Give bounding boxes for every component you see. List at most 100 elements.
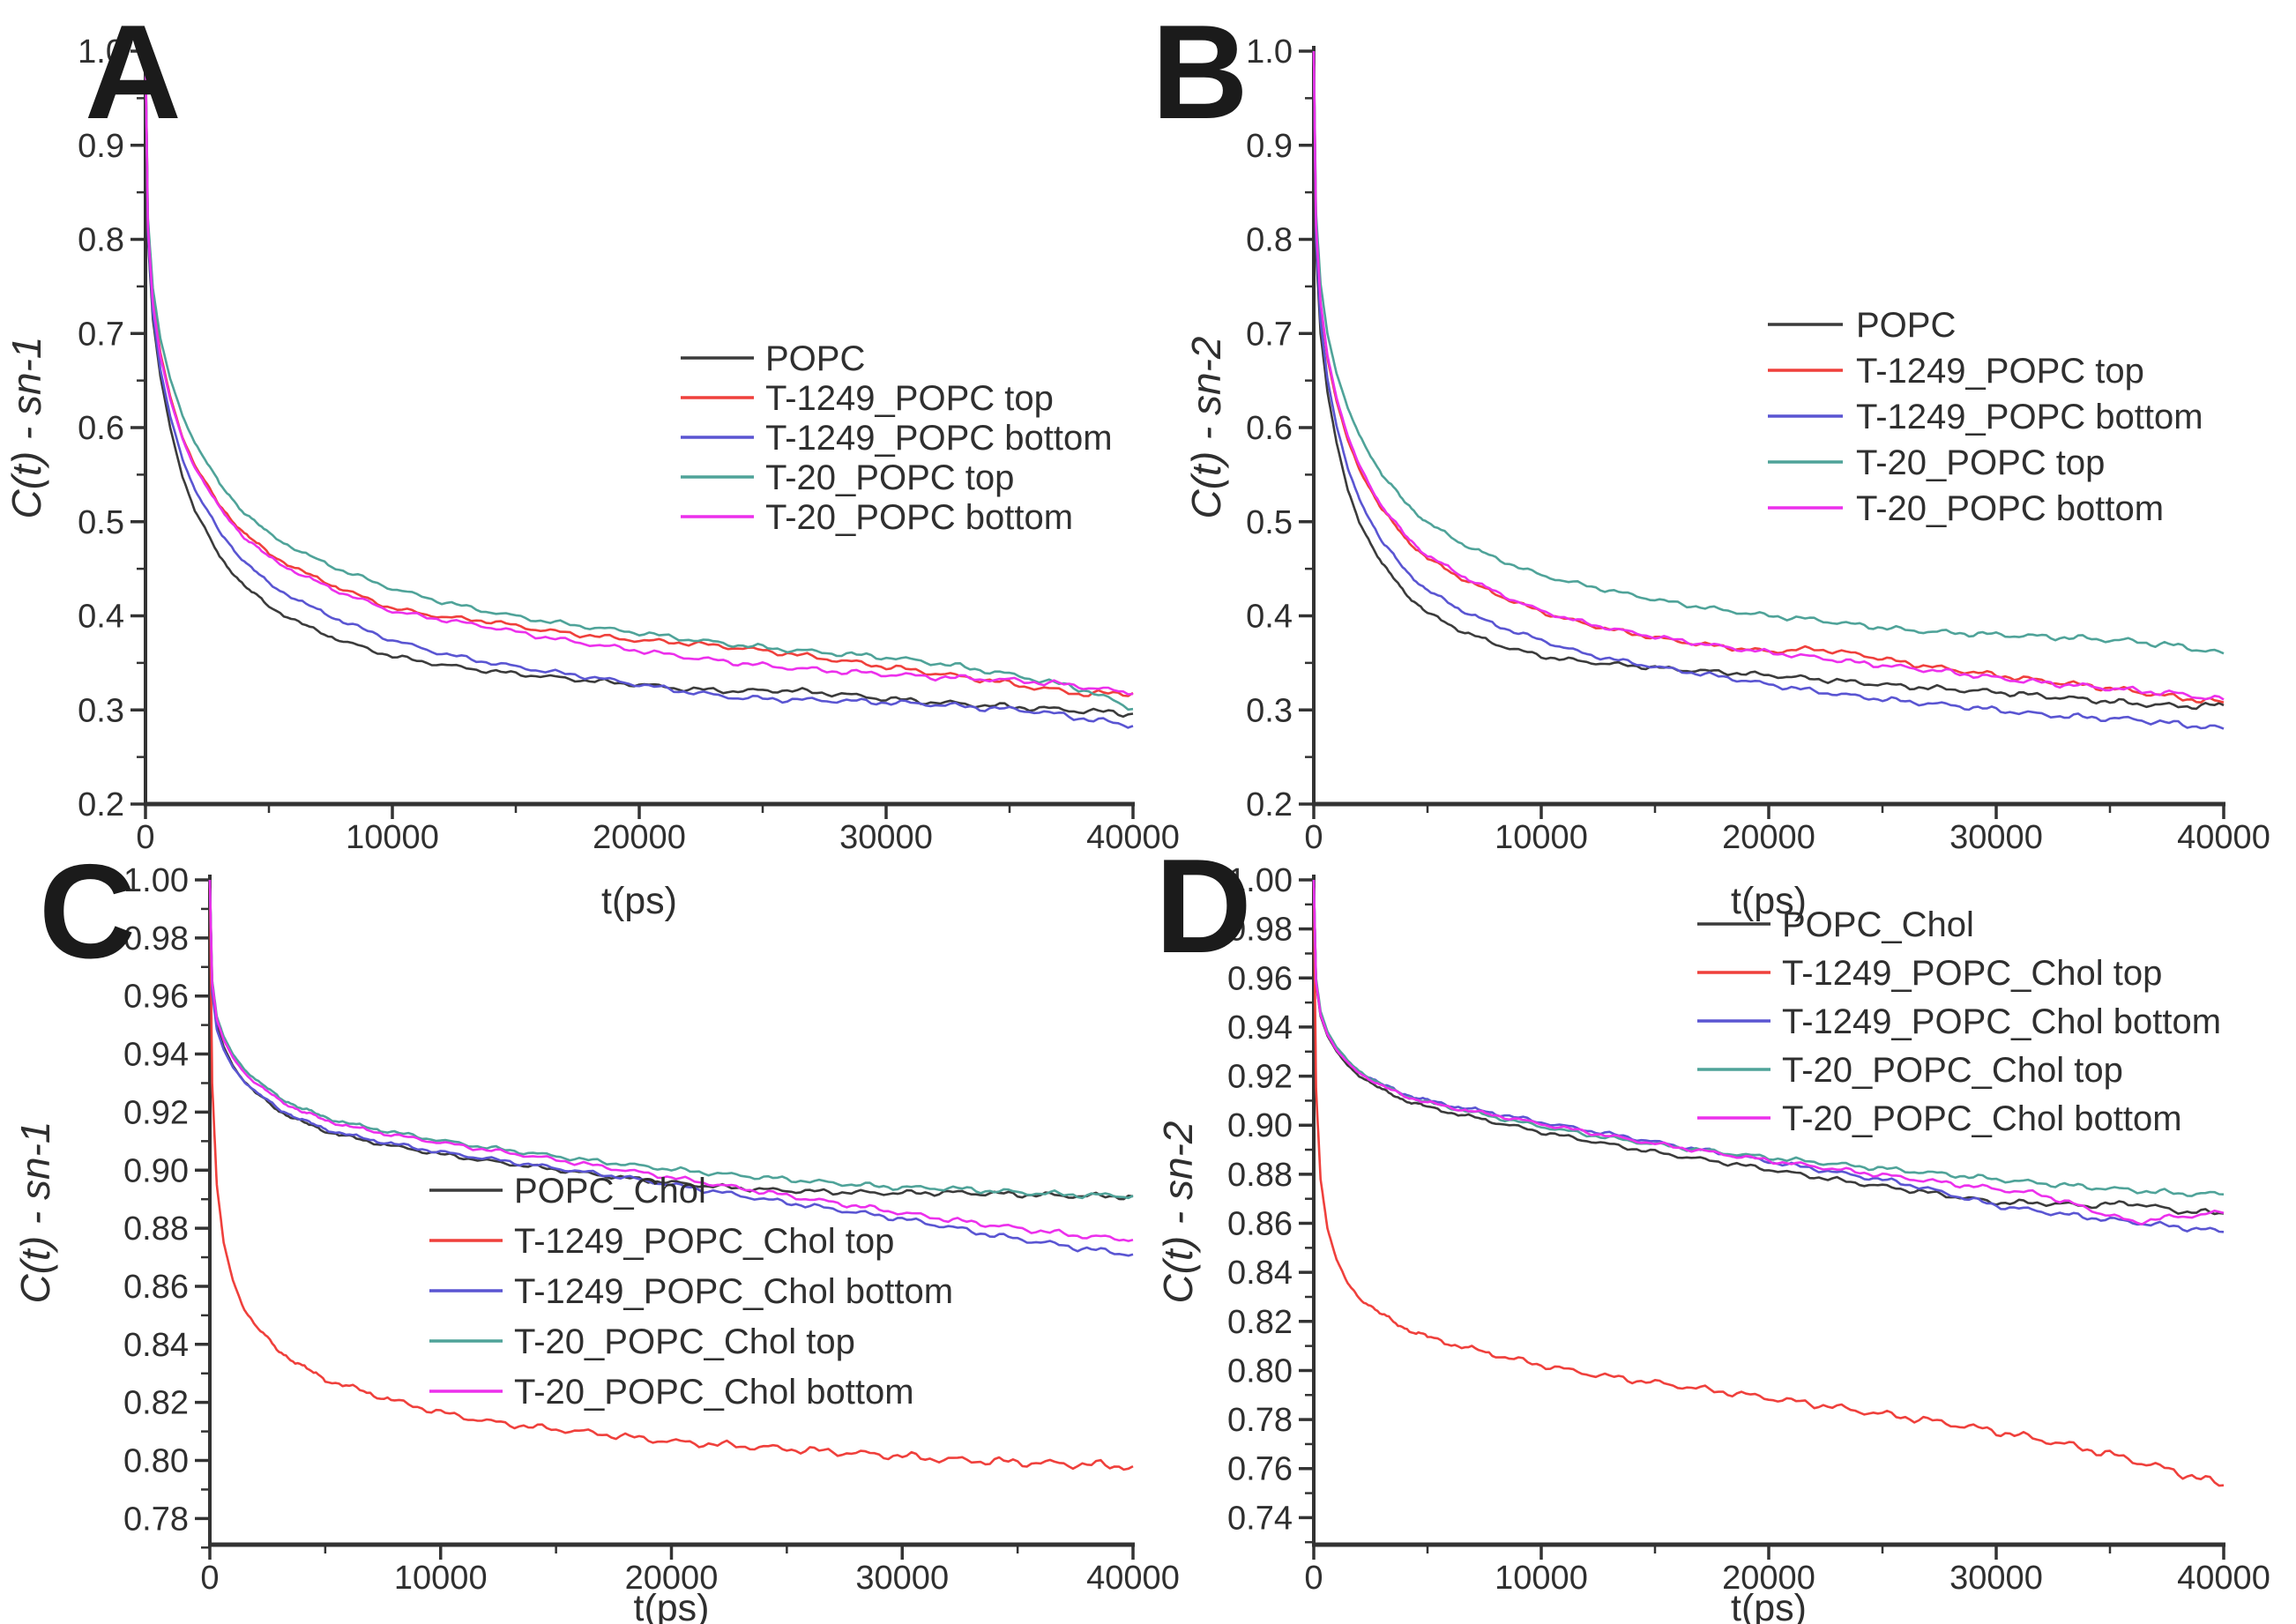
x-tick-label: 0 [1304, 1560, 1323, 1597]
series-t-1249-popc-bottom [1312, 50, 2225, 730]
legend-label-t-1249-popc-chol-top: T-1249_POPC_Chol top [514, 1222, 894, 1261]
y-tick-label: 0.3 [1246, 692, 1293, 729]
y-tick-label: 0.88 [123, 1211, 189, 1248]
y-tick-label: 0.6 [1246, 410, 1293, 447]
legend-label-t-1249-popc-bottom: T-1249_POPC bottom [1856, 398, 2203, 436]
legend-label-t-20-popc-bottom: T-20_POPC bottom [765, 498, 1073, 537]
y-tick-label: 0.2 [78, 786, 124, 823]
legend-d: POPC_Chol T-1249_POPC_Chol top T-1249_POPC… [1697, 905, 2221, 1138]
x-tick-label: 10000 [346, 819, 439, 856]
series-t-1249-popc-bottom [144, 50, 1134, 729]
legend-label-t-20-popc-chol-bottom: T-20_POPC_Chol bottom [1782, 1099, 2182, 1138]
x-tick-label: 20000 [625, 1560, 719, 1597]
series-t-1249-popc-chol-top [1312, 879, 2225, 1487]
y-tick-label: 0.82 [1227, 1304, 1293, 1341]
y-tick-label: 0.96 [1227, 960, 1293, 997]
series-t-20-popc-bottom [144, 50, 1134, 696]
x-tick-label: 30000 [855, 1560, 949, 1597]
panel-label-b: B [1152, 0, 1249, 147]
y-tick-label: 0.86 [123, 1269, 189, 1306]
series-t-20-popc-chol-top [208, 879, 1134, 1200]
x-tick-label: 40000 [1086, 1560, 1180, 1597]
x-tick-label: 30000 [839, 819, 933, 856]
x-tick-label: 0 [200, 1560, 219, 1597]
panel-label-c: C [39, 837, 136, 987]
x-tick-label: 0 [1304, 819, 1323, 856]
y-tick-label: 1.00 [1227, 862, 1293, 899]
x-tick-label: 10000 [394, 1560, 488, 1597]
y-tick-label: 0.92 [123, 1094, 189, 1131]
series-t-20-popc-chol-bottom [208, 879, 1134, 1242]
y-tick-label: 1.0 [1246, 34, 1293, 71]
series-t-1249-popc-chol-bottom [208, 879, 1134, 1257]
x-tick-label: 20000 [1722, 1560, 1815, 1597]
legend-label-t-1249-popc-chol-bottom: T-1249_POPC_Chol bottom [514, 1272, 953, 1311]
series-popc [1312, 50, 2225, 711]
x-tick-label: 10000 [1495, 819, 1588, 856]
panel-label-d: D [1155, 831, 1252, 981]
y-tick-label: 0.74 [1227, 1500, 1293, 1537]
panel-c-plot: 1.00 0.98 0.96 0.94 0.92 0.90 0.88 0.86 0.84 0.82… [12, 862, 1180, 1624]
legend-label-popc: POPC [765, 339, 865, 378]
legend-label-t-20-popc-chol-bottom: T-20_POPC_Chol bottom [514, 1373, 914, 1412]
y-tick-label: 0.78 [123, 1501, 189, 1538]
panel-a-plot: 1.0 0.9 0.8 0.7 0.6 0.5 0.4 0.3 0.2 0 10000 20000 30… [4, 34, 1180, 922]
y-tick-label: 0.96 [123, 979, 189, 1016]
y-axis-title: C(t) - sn-2 [1155, 1121, 1201, 1304]
y-tick-label: 0.92 [1227, 1059, 1293, 1096]
y-tick-label: 0.88 [1227, 1157, 1293, 1194]
series-t-20-popc-top [144, 50, 1134, 711]
y-tick-label: 0.2 [1246, 786, 1293, 823]
y-tick-label: 0.4 [78, 599, 124, 636]
y-tick-label: 0.80 [1227, 1352, 1293, 1389]
y-tick-label: 0.76 [1227, 1451, 1293, 1488]
y-tick-label: 0.7 [78, 316, 124, 353]
y-tick-label: 0.8 [78, 222, 124, 259]
y-tick-label: 0.98 [123, 920, 189, 957]
y-axis-title: C(t) - sn-1 [4, 337, 49, 519]
x-tick-label: 20000 [593, 819, 686, 856]
y-tick-label: 0.4 [1246, 599, 1293, 636]
y-tick-label: 0.9 [78, 128, 124, 165]
y-tick-label: 0.6 [78, 410, 124, 447]
series-popc-chol [208, 879, 1134, 1201]
legend-label-t-20-popc-bottom: T-20_POPC bottom [1856, 489, 2164, 528]
legend-label-t-1249-popc-top: T-1249_POPC top [1856, 352, 2144, 391]
y-tick-label: 0.94 [123, 1037, 189, 1074]
series-t-20-popc-bottom [1312, 50, 2225, 701]
panel-b-plot: 1.0 0.9 0.8 0.7 0.6 0.5 0.4 0.3 0.2 0 10000 20000 30… [1183, 34, 2270, 922]
x-axis-title: t(ps) [1731, 880, 1807, 922]
y-tick-label: 1.0 [78, 34, 124, 71]
y-tick-label: 0.8 [1246, 222, 1293, 259]
y-tick-label: 1.00 [123, 862, 189, 899]
y-tick-label: 0.3 [78, 692, 124, 729]
legend-label-popc-chol: POPC_Chol [1782, 905, 1974, 944]
series-t-1249-popc-chol-top [208, 879, 1134, 1471]
x-tick-label: 30000 [1949, 819, 2043, 856]
legend-label-popc: POPC [1856, 306, 1956, 345]
legend-label-t-1249-popc-bottom: T-1249_POPC bottom [765, 419, 1113, 458]
y-axis-title: C(t) - sn-2 [1183, 337, 1229, 519]
y-tick-label: 0.84 [1227, 1255, 1293, 1292]
y-tick-label: 0.9 [1246, 128, 1293, 165]
x-axis-title: t(ps) [634, 1587, 710, 1624]
series-t-20-popc-chol-bottom [1312, 879, 2225, 1225]
legend-label-t-20-popc-top: T-20_POPC top [1856, 443, 2105, 482]
x-tick-label: 40000 [2177, 819, 2270, 856]
legend-c: POPC_Chol T-1249_POPC_Chol top T-1249_POPC… [429, 1172, 953, 1412]
series-t-20-popc-top [1312, 50, 2225, 655]
legend-b: POPC T-1249_POPC top T-1249_POPC bottom T-2… [1768, 306, 2203, 528]
panel-label-a: A [85, 0, 182, 147]
x-axis-title: t(ps) [601, 880, 677, 922]
x-tick-label: 0 [136, 819, 154, 856]
x-tick-label: 10000 [1495, 1560, 1588, 1597]
legend-label-t-1249-popc-chol-top: T-1249_POPC_Chol top [1782, 954, 2162, 993]
legend-label-t-1249-popc-chol-bottom: T-1249_POPC_Chol bottom [1782, 1002, 2221, 1041]
y-tick-label: 0.80 [123, 1443, 189, 1480]
legend-label-t-20-popc-chol-top: T-20_POPC_Chol top [1782, 1051, 2123, 1090]
x-tick-label: 30000 [1949, 1560, 2043, 1597]
x-axis-title: t(ps) [1731, 1587, 1807, 1624]
